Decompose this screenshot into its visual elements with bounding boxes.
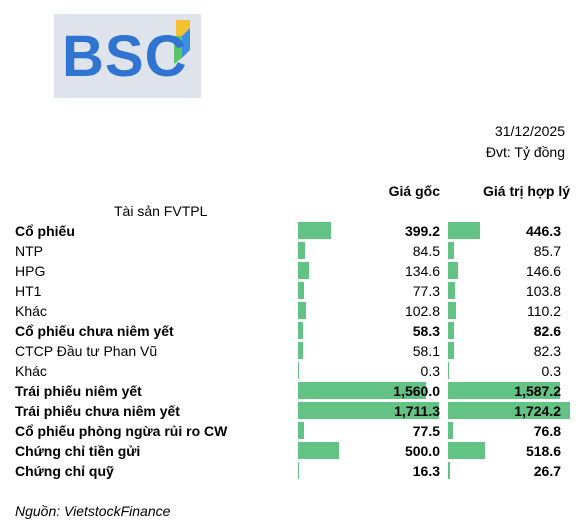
fair-value: 0.3 <box>541 363 561 379</box>
table-row: Khác 0.3 0.3 <box>0 361 581 381</box>
fair-value: 82.6 <box>533 323 561 339</box>
row-label: CTCP Đầu tư Phan Vũ <box>15 343 158 359</box>
row-label: Cổ phiếu chưa niêm yết <box>15 323 174 339</box>
cost-value: 58.3 <box>412 323 440 339</box>
cost-data-bar <box>298 402 439 419</box>
fair-value: 1,587.2 <box>514 383 561 399</box>
fair-value-data-bar <box>448 282 456 299</box>
table-row: Chứng chỉ quỹ 16.3 26.7 <box>0 461 581 481</box>
cost-value: 0.3 <box>420 363 440 379</box>
fair-value: 518.6 <box>525 443 561 459</box>
fair-value: 85.7 <box>533 243 561 259</box>
table-row: Chứng chỉ tiền gửi 500.0 518.6 <box>0 441 581 461</box>
row-label: NTP <box>15 243 43 259</box>
source-note: Nguồn: VietstockFinance <box>15 503 171 519</box>
cost-value: 134.6 <box>404 263 440 279</box>
cost-data-bar <box>298 422 305 439</box>
table-row: Cổ phiếu chưa niêm yết 58.3 82.6 <box>0 321 581 341</box>
cost-value: 399.2 <box>404 223 440 239</box>
cost-data-bar <box>298 342 303 359</box>
table-row: Cổ phiếu phòng ngừa rủi ro CW 77.5 76.8 <box>0 421 581 441</box>
cost-data-bar <box>298 442 340 459</box>
cost-value: 1,560.0 <box>393 383 440 399</box>
data-table: Cổ phiếu 399.2 446.3 NTP 84.5 85.7 HPG 134.6 146… <box>0 221 581 481</box>
fair-value-data-bar <box>448 222 480 239</box>
fair-value-data-bar <box>448 302 456 319</box>
row-label: Khác <box>15 303 47 319</box>
cost-data-bar <box>298 322 303 339</box>
row-label: HT1 <box>15 283 42 299</box>
logo-mark-icon <box>168 20 190 64</box>
row-label: HPG <box>15 263 46 279</box>
fair-value: 446.3 <box>525 223 561 239</box>
fair-value-data-bar <box>448 382 561 399</box>
cost-value: 77.3 <box>412 283 440 299</box>
fair-value-data-bar <box>448 442 485 459</box>
fair-value-data-bar <box>448 402 570 419</box>
fair-value-data-bar <box>448 362 449 379</box>
table-row: HT1 77.3 103.8 <box>0 281 581 301</box>
bsc-logo: BSC <box>54 14 201 98</box>
row-label: Chứng chỉ tiền gửi <box>15 443 141 459</box>
row-label: Trái phiếu chưa niêm yết <box>15 403 180 419</box>
cost-data-bar <box>298 462 300 479</box>
column-header-cost: Giá gốc <box>388 183 440 199</box>
fair-value-data-bar <box>448 462 450 479</box>
fair-value-data-bar <box>448 322 454 339</box>
table-row: CTCP Đầu tư Phan Vũ 58.1 82.3 <box>0 341 581 361</box>
cost-data-bar <box>298 242 305 259</box>
fair-value: 110.2 <box>527 303 561 319</box>
cost-data-bar <box>298 362 299 379</box>
report-date: 31/12/2025 <box>494 123 565 139</box>
fair-value-data-bar <box>448 242 455 259</box>
asset-heading: Tài sản FVTPL <box>114 203 208 219</box>
cost-value: 500.0 <box>404 443 440 459</box>
cost-data-bar <box>298 282 305 299</box>
fair-value: 26.7 <box>533 463 561 479</box>
fair-value: 82.3 <box>533 343 561 359</box>
cost-data-bar <box>298 222 331 239</box>
cost-value: 102.8 <box>404 303 440 319</box>
fair-value: 1,724.2 <box>514 403 561 419</box>
fair-value: 76.8 <box>533 423 561 439</box>
fair-value-data-bar <box>448 342 454 359</box>
table-row: Khác 102.8 110.2 <box>0 301 581 321</box>
fair-value: 146.6 <box>525 263 561 279</box>
cost-value: 77.5 <box>412 423 440 439</box>
column-header-fair: Giá trị hợp lý <box>483 183 570 199</box>
unit-label: Đvt: Tỷ đồng <box>485 144 565 160</box>
cost-value: 1,711.3 <box>394 403 440 419</box>
cost-value: 84.5 <box>412 243 440 259</box>
table-row: Trái phiếu chưa niêm yết 1,711.3 1,724.2 <box>0 401 581 421</box>
table-row: NTP 84.5 85.7 <box>0 241 581 261</box>
cost-data-bar <box>298 262 310 279</box>
cost-data-bar <box>298 382 427 399</box>
row-label: Chứng chỉ quỹ <box>15 463 114 479</box>
fair-value: 103.8 <box>525 283 561 299</box>
table-row: Cổ phiếu 399.2 446.3 <box>0 221 581 241</box>
cost-value: 16.3 <box>412 463 440 479</box>
fair-value-data-bar <box>448 262 459 279</box>
row-label: Cổ phiếu phòng ngừa rủi ro CW <box>15 423 228 439</box>
fair-value-data-bar <box>448 422 454 439</box>
table-row: Trái phiếu niêm yết 1,560.0 1,587.2 <box>0 381 581 401</box>
row-label: Cổ phiếu <box>15 223 75 239</box>
cost-value: 58.1 <box>412 343 440 359</box>
row-label: Khác <box>15 363 47 379</box>
logo-text: BSC <box>62 24 188 89</box>
cost-data-bar <box>298 302 307 319</box>
table-row: HPG 134.6 146.6 <box>0 261 581 281</box>
row-label: Trái phiếu niêm yết <box>15 383 142 399</box>
